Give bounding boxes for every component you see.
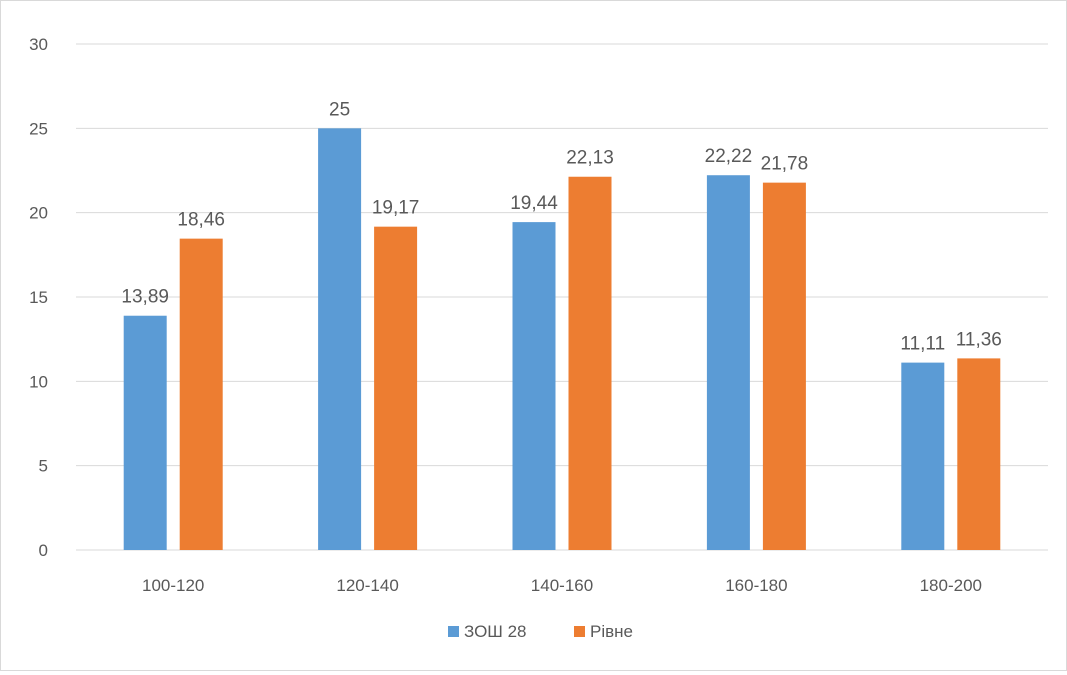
data-label: 22,13 bbox=[566, 148, 614, 169]
bar-series-1-140-160 bbox=[568, 176, 612, 550]
legend-swatch-0 bbox=[448, 626, 459, 637]
data-label: 19,17 bbox=[372, 198, 420, 219]
bar-series-0-120-140 bbox=[318, 128, 362, 550]
x-tick-label: 140-160 bbox=[531, 576, 593, 595]
legend-swatch-1 bbox=[574, 626, 585, 637]
bar-series-1-120-140 bbox=[374, 226, 418, 550]
x-tick-label: 120-140 bbox=[336, 576, 398, 595]
data-label: 18,46 bbox=[177, 210, 225, 231]
y-tick-label: 25 bbox=[29, 119, 48, 138]
bar-series-0-180-200 bbox=[901, 362, 945, 550]
data-label: 22,22 bbox=[705, 146, 753, 167]
y-tick-label: 30 bbox=[29, 35, 48, 54]
bar-series-0-160-180 bbox=[706, 175, 750, 551]
y-tick-label: 15 bbox=[29, 288, 48, 307]
data-label: 21,78 bbox=[761, 154, 809, 175]
legend-label-1: Рівне bbox=[590, 622, 633, 641]
bars bbox=[123, 128, 1001, 551]
x-tick-label: 100-120 bbox=[142, 576, 204, 595]
bar-series-1-160-180 bbox=[762, 182, 806, 551]
gridlines bbox=[76, 43, 1048, 551]
x-axis-ticks: 100-120 120-140 140-160 160-180 180-200 bbox=[142, 576, 982, 595]
legend: ЗОШ 28 Рівне bbox=[448, 622, 633, 641]
data-label: 11,11 bbox=[900, 334, 945, 355]
data-label: 11,36 bbox=[956, 329, 1002, 350]
bar-series-1-100-120 bbox=[179, 238, 223, 550]
data-label: 13,89 bbox=[121, 287, 169, 308]
bar-series-0-100-120 bbox=[123, 315, 167, 550]
y-tick-label: 10 bbox=[29, 372, 48, 391]
x-tick-label: 160-180 bbox=[725, 576, 787, 595]
legend-label-0: ЗОШ 28 bbox=[464, 622, 527, 641]
x-tick-label: 180-200 bbox=[920, 576, 982, 595]
y-axis-ticks: 0 5 10 15 20 25 30 bbox=[29, 35, 48, 560]
data-labels: 13,89 18,46 25 19,17 19,44 22,13 22,22 21,78 11,… bbox=[121, 99, 1001, 354]
y-tick-label: 20 bbox=[29, 204, 48, 223]
y-tick-label: 5 bbox=[39, 457, 48, 476]
data-label: 25 bbox=[329, 99, 350, 120]
bar-series-0-140-160 bbox=[512, 222, 556, 550]
data-label: 19,44 bbox=[510, 193, 558, 214]
y-tick-label: 0 bbox=[39, 541, 48, 560]
bar-series-1-180-200 bbox=[957, 358, 1001, 550]
